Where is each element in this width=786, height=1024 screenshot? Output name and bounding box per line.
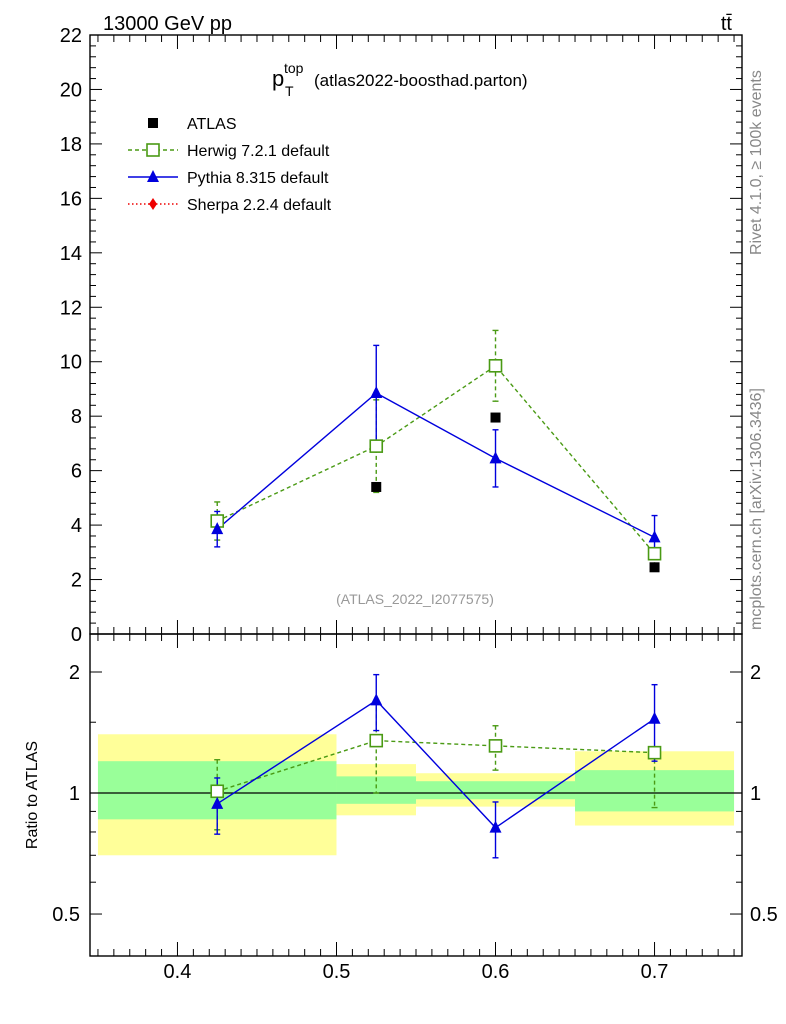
ratio-xtick-label: 0.5 xyxy=(323,961,351,983)
mcplots-side-label: mcplots.cern.ch [arXiv:1306.3436] xyxy=(748,388,765,630)
plot-title-main: p xyxy=(272,66,284,91)
ratio-herwig-line xyxy=(217,739,655,792)
rivet-side-label: Rivet 4.1.0, ≥ 100k events xyxy=(748,70,765,255)
ratio-xtick-label: 0.4 xyxy=(164,961,192,983)
header-right-label: tt̄ xyxy=(721,13,733,35)
main-ytick-label: 10 xyxy=(60,352,82,374)
main-ytick-label: 12 xyxy=(60,297,82,319)
plot-title-sub: T xyxy=(285,83,294,99)
herwig-line xyxy=(216,364,656,555)
legend-herwig-label: Herwig 7.2.1 default xyxy=(187,143,330,160)
analysis-watermark: (ATLAS_2022_I2077575) xyxy=(336,591,494,607)
pythia-line xyxy=(216,392,655,538)
ratio-ytick-label-left: 0.5 xyxy=(52,904,80,926)
header-left-label: 13000 GeV pp xyxy=(103,13,232,35)
atlas-point xyxy=(371,481,382,492)
herwig-point xyxy=(647,546,662,561)
herwig-point xyxy=(369,439,384,453)
ratio-pythia-point xyxy=(211,796,224,809)
main-ytick-label: 18 xyxy=(60,134,82,156)
ratio-ytick-label-right: 2 xyxy=(750,662,761,684)
ratio-pythia-line xyxy=(216,699,655,829)
legend-herwig-marker xyxy=(146,143,160,157)
legend-sherpa-marker xyxy=(149,198,157,210)
ratio-plot-area: 0.4 0.5 0.6 0.7 0.5 0.5 1 1 2 2 xyxy=(52,633,778,983)
atlas-point xyxy=(649,562,660,573)
main-ytick-label: 4 xyxy=(71,515,82,537)
ratio-y-label: Ratio to ATLAS xyxy=(24,741,41,849)
ratio-pythia-point xyxy=(648,711,661,724)
ratio-ytick-label-right: 1 xyxy=(750,783,761,805)
main-ytick-label: 20 xyxy=(60,79,82,101)
pythia-point xyxy=(648,530,661,543)
main-ytick-label: 8 xyxy=(71,406,82,428)
legend-pythia-label: Pythia 8.315 default xyxy=(187,170,329,187)
pythia-point xyxy=(489,451,502,464)
main-ytick-label: 16 xyxy=(60,188,82,210)
plot-title-sup: top xyxy=(284,60,304,76)
main-plot-content xyxy=(210,329,662,573)
ratio-herwig-point xyxy=(369,733,384,748)
main-ytick-label: 14 xyxy=(60,243,82,265)
herwig-point xyxy=(488,359,503,373)
ratio-herwig-point xyxy=(210,784,225,799)
ratio-xtick-label: 0.7 xyxy=(641,961,669,983)
ratio-ytick-label-right: 0.5 xyxy=(750,904,778,926)
plot-title-suffix: (atlas2022-boosthad.parton) xyxy=(314,71,528,90)
ratio-plot-content xyxy=(210,673,662,859)
ratio-herwig-point xyxy=(488,739,503,753)
pythia-point xyxy=(370,386,383,399)
ratio-xtick-label: 0.6 xyxy=(482,961,510,983)
ratio-pythia-point xyxy=(370,693,383,706)
ratio-ytick-label-left: 2 xyxy=(69,662,80,684)
ratio-ytick-label-left: 1 xyxy=(69,783,80,805)
main-plot-area: 0 2 4 6 8 10 12 14 16 18 20 22 xyxy=(60,25,743,646)
legend-sherpa-label: Sherpa 2.2.4 default xyxy=(187,197,332,214)
main-ytick-label: 6 xyxy=(71,461,82,483)
main-plot-title: p top T (atlas2022-boosthad.parton) xyxy=(272,60,528,99)
legend: ATLAS Herwig 7.2.1 default Pythia 8.315 … xyxy=(128,116,332,214)
main-ytick-label: 2 xyxy=(71,570,82,592)
ratio-pythia-point xyxy=(489,820,502,833)
main-ytick-label: 0 xyxy=(71,624,82,646)
pythia-point xyxy=(211,522,224,535)
atlas-point xyxy=(490,412,501,423)
legend-atlas-label: ATLAS xyxy=(187,116,237,133)
main-ytick-label: 22 xyxy=(60,25,82,47)
legend-pythia-marker xyxy=(147,170,159,182)
legend-atlas-marker xyxy=(148,118,158,128)
ratio-herwig-point xyxy=(647,745,662,760)
